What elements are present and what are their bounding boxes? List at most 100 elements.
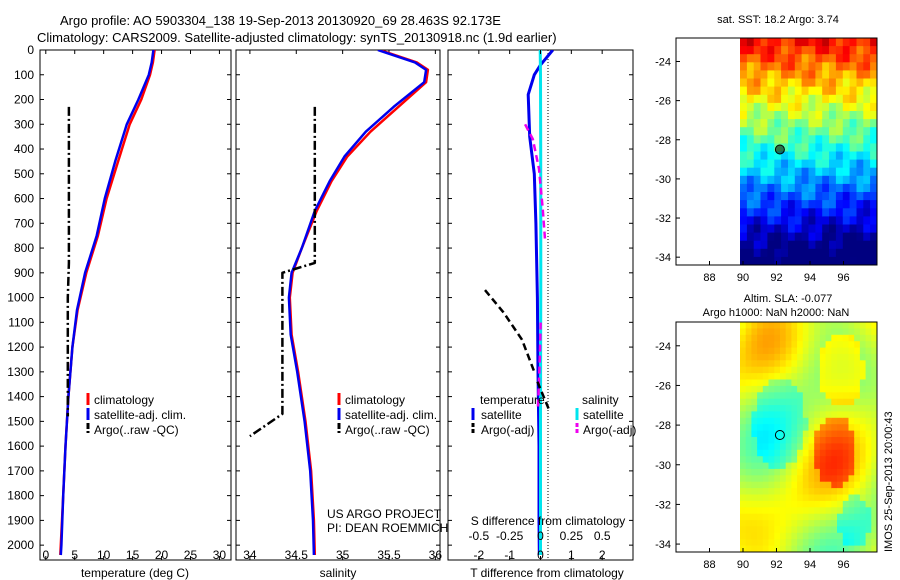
sst-cell	[781, 159, 789, 169]
sla-cell	[774, 462, 781, 470]
sla-cell	[859, 424, 867, 432]
sla-cell	[808, 334, 815, 342]
sla-cell	[825, 468, 832, 476]
sla-cell	[831, 424, 838, 432]
sst-cell	[746, 62, 755, 71]
sla-cell	[854, 520, 861, 528]
sst-cell	[788, 224, 796, 234]
sla-cell	[854, 353, 861, 361]
sla-cell	[825, 488, 832, 496]
sla-cell	[791, 539, 798, 547]
sla-cell	[791, 481, 798, 489]
sla-cell	[848, 417, 855, 425]
sla-cell	[745, 353, 752, 361]
sla-cell	[814, 328, 821, 336]
sla-cell	[825, 520, 832, 528]
sla-cell	[808, 411, 815, 419]
sla-cell	[745, 500, 752, 508]
sla-cell	[774, 385, 781, 393]
sla-cell	[859, 334, 867, 342]
sla-cell	[814, 366, 821, 374]
sla-cell	[871, 532, 877, 540]
sla-cell	[848, 341, 855, 349]
sst-cell	[815, 70, 823, 80]
sla-cell	[808, 468, 815, 476]
sst-cell	[794, 192, 803, 201]
sla-cell	[785, 488, 792, 496]
argo-float-marker	[774, 144, 785, 155]
sst-cell	[794, 232, 803, 242]
sst-cell	[842, 167, 851, 177]
sla-cell	[854, 545, 861, 552]
sla-cell	[774, 430, 781, 438]
sst-cell	[781, 240, 789, 250]
sla-cell	[757, 322, 764, 329]
sst-cell	[815, 127, 823, 136]
sst-cell	[794, 224, 803, 234]
sla-cell	[768, 526, 775, 534]
sla-cell	[842, 545, 850, 552]
sst-cell	[870, 127, 877, 136]
sla-cell	[819, 456, 827, 464]
sst-cell	[849, 224, 857, 234]
sst-cell	[870, 46, 877, 55]
sla-cell	[859, 417, 867, 425]
sst-cell	[829, 232, 837, 242]
sla-cell	[837, 437, 844, 444]
sst-cell	[794, 175, 803, 185]
sla-cell	[854, 488, 861, 496]
sst-cell	[863, 78, 871, 88]
sla-cell	[780, 366, 787, 374]
sst-cell	[794, 62, 803, 71]
sst-cell	[788, 54, 796, 63]
sla-cell	[871, 347, 877, 355]
sla-cell	[859, 347, 867, 355]
sst-cell	[767, 159, 775, 169]
sla-cell	[751, 449, 758, 457]
sla-cell	[797, 322, 804, 329]
sla-cell	[751, 398, 758, 406]
sst-cell	[870, 240, 877, 250]
sla-cell	[768, 405, 775, 413]
sst-cell	[835, 94, 844, 104]
sla-cell	[848, 373, 855, 381]
sla-cell	[842, 341, 850, 349]
sla-cell	[814, 449, 821, 457]
sla-cell	[768, 360, 775, 368]
x-tick-label: -2	[473, 548, 484, 562]
sst-cell	[829, 135, 837, 144]
sla-cell	[848, 411, 855, 419]
sla-cell	[831, 353, 838, 361]
sst-cell	[746, 127, 755, 136]
sla-cell	[768, 398, 775, 406]
sla-cell	[831, 462, 838, 470]
sla-cell	[785, 443, 792, 451]
sla-cell	[814, 424, 821, 432]
sla-cell	[848, 366, 855, 374]
depth-tick-label: 1700	[7, 464, 34, 478]
sla-cell	[865, 392, 872, 400]
sst-cell	[863, 38, 871, 47]
sla-cell	[740, 475, 747, 483]
sla-cell	[762, 449, 770, 457]
sst-cell	[822, 183, 830, 193]
sla-cell	[740, 366, 747, 374]
sla-cell	[808, 443, 815, 451]
sst-cell	[794, 86, 803, 96]
sla-cell	[751, 411, 758, 419]
sla-cell	[780, 334, 787, 342]
sla-cell	[814, 513, 821, 521]
sla-cell	[762, 322, 770, 329]
sla-cell	[751, 430, 758, 438]
sst-cell	[774, 111, 782, 120]
sla-cell	[768, 494, 775, 502]
header-line1: Argo profile: AO 5903304_138 19-Sep-2013…	[60, 13, 501, 28]
sla-cell	[871, 424, 877, 432]
sst-cell	[835, 143, 844, 153]
sla-cell	[831, 500, 838, 508]
sst-cell	[767, 70, 775, 80]
sst-cell	[808, 119, 816, 128]
sla-cell	[797, 411, 804, 419]
sst-cell	[849, 200, 857, 209]
x-tick-label: 20	[155, 548, 169, 562]
